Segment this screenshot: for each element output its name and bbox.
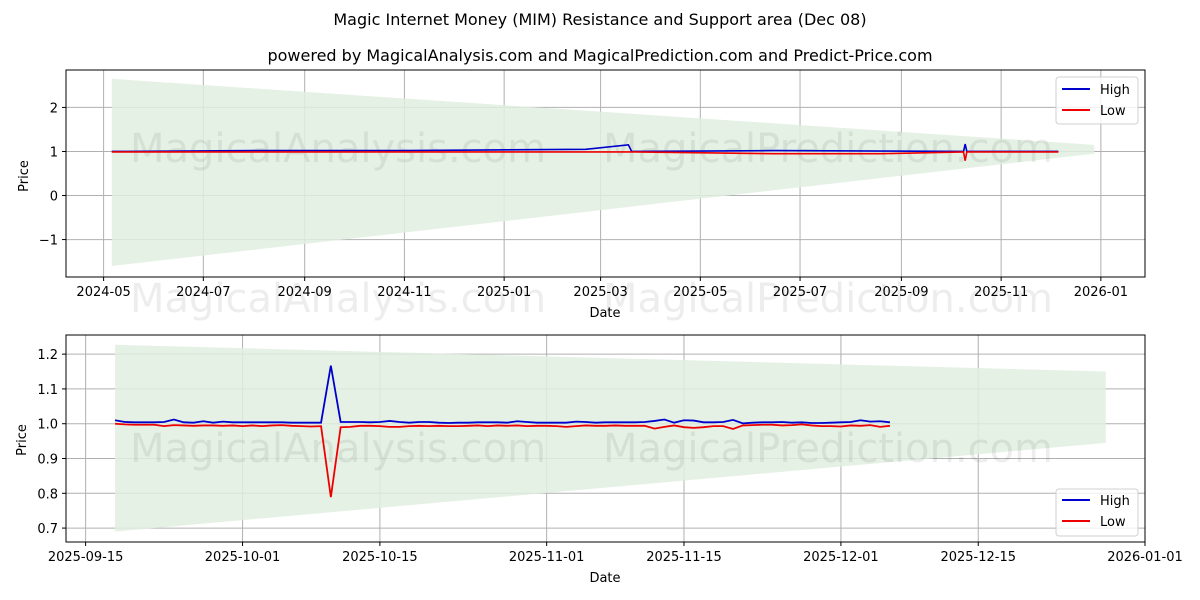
svg-text:2025-01: 2025-01: [477, 285, 531, 300]
top-low-line: [111, 151, 1059, 161]
top-axes-frame: [65, 69, 1146, 278]
bottom-plot: MagicalAnalysis.com MagicalPrediction.co…: [15, 334, 1183, 586]
svg-text:2024-09: 2024-09: [278, 285, 332, 300]
svg-text:−1: −1: [39, 234, 58, 249]
svg-text:2024-07: 2024-07: [176, 285, 230, 300]
svg-text:1.2: 1.2: [37, 348, 58, 363]
legend-high-label: High: [1100, 494, 1130, 509]
svg-text:2025-09-15: 2025-09-15: [48, 550, 124, 565]
top-ticks: 2024-05 2024-07 2024-09 2024-11 2025-01 2025-…: [39, 101, 1128, 300]
bottom-ticks: 2025-09-15 2025-10-01 2025-10-15 2025-11-01…: [37, 348, 1182, 565]
top-watermark-2: MagicalPrediction.com: [603, 126, 1053, 172]
svg-text:2025-11: 2025-11: [974, 285, 1028, 300]
svg-text:2025-12-15: 2025-12-15: [940, 550, 1016, 565]
legend-low-label: Low: [1100, 104, 1126, 119]
svg-text:2025-12-01: 2025-12-01: [803, 550, 879, 565]
bottom-legend: High Low: [1055, 488, 1139, 537]
bottom-axes-frame: [65, 334, 1146, 543]
bottom-y-axis-label: Price: [15, 424, 30, 456]
svg-text:2025-07: 2025-07: [773, 285, 827, 300]
chart-subtitle: powered by MagicalAnalysis.com and Magic…: [267, 46, 933, 65]
svg-text:2026-01: 2026-01: [1074, 285, 1128, 300]
top-watermark-1: MagicalAnalysis.com: [130, 126, 546, 172]
legend-high-label: High: [1100, 83, 1130, 98]
svg-text:2025-11-01: 2025-11-01: [509, 550, 585, 565]
svg-text:2025-05: 2025-05: [673, 285, 727, 300]
svg-text:2025-10-01: 2025-10-01: [205, 550, 281, 565]
svg-text:0.8: 0.8: [37, 487, 58, 502]
bottom-watermark-2: MagicalPrediction.com: [603, 426, 1053, 472]
svg-text:1: 1: [50, 145, 58, 160]
svg-text:2025-10-15: 2025-10-15: [342, 550, 418, 565]
top-x-axis-label: Date: [589, 306, 620, 321]
svg-text:1.0: 1.0: [37, 418, 58, 433]
svg-text:2025-09: 2025-09: [874, 285, 928, 300]
top-watermark-4: MagicalPrediction.com: [603, 276, 1053, 322]
svg-text:2025-03: 2025-03: [573, 285, 627, 300]
top-y-axis-label: Price: [17, 160, 32, 192]
top-legend: High Low: [1055, 76, 1139, 125]
legend-low-label: Low: [1100, 515, 1126, 530]
bottom-high-line: [114, 365, 891, 425]
bottom-resistance-support-band: [115, 344, 1106, 532]
svg-text:0: 0: [50, 190, 58, 205]
top-resistance-support-band: [111, 78, 1095, 266]
top-watermark-3: MagicalAnalysis.com: [130, 276, 546, 322]
top-high-line: [111, 143, 1059, 153]
svg-text:2024-11: 2024-11: [377, 285, 431, 300]
svg-text:0.9: 0.9: [37, 453, 58, 468]
svg-text:2026-01-01: 2026-01-01: [1107, 550, 1183, 565]
chart-title: Magic Internet Money (MIM) Resistance an…: [333, 10, 867, 29]
svg-text:2024-05: 2024-05: [76, 285, 130, 300]
svg-text:1.1: 1.1: [37, 383, 58, 398]
svg-text:0.7: 0.7: [37, 522, 58, 537]
svg-text:2025-11-15: 2025-11-15: [646, 550, 722, 565]
bottom-x-axis-label: Date: [589, 571, 620, 586]
bottom-low-line: [114, 422, 891, 498]
top-plot: MagicalAnalysis.com MagicalPrediction.co…: [17, 69, 1146, 322]
svg-text:2: 2: [50, 101, 58, 116]
